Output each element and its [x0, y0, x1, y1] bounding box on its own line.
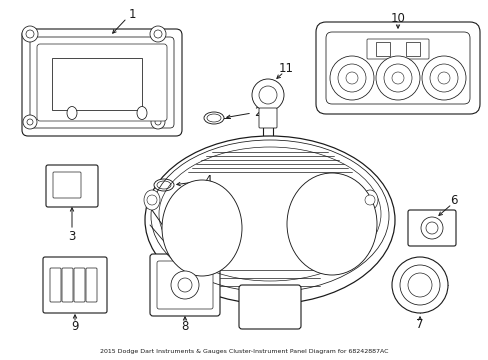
FancyBboxPatch shape [43, 257, 107, 313]
Circle shape [329, 56, 373, 100]
Circle shape [150, 26, 165, 42]
Circle shape [171, 271, 199, 299]
FancyBboxPatch shape [62, 268, 73, 302]
FancyBboxPatch shape [50, 268, 61, 302]
Circle shape [26, 30, 34, 38]
FancyBboxPatch shape [259, 108, 276, 128]
Text: 10: 10 [390, 12, 405, 24]
Text: 5: 5 [367, 195, 375, 208]
Ellipse shape [67, 107, 77, 120]
Text: 2: 2 [254, 107, 261, 120]
Circle shape [399, 265, 439, 305]
Circle shape [154, 30, 162, 38]
Circle shape [383, 64, 411, 92]
FancyBboxPatch shape [46, 165, 98, 207]
Ellipse shape [206, 114, 221, 122]
Circle shape [346, 72, 357, 84]
Ellipse shape [143, 190, 160, 210]
FancyBboxPatch shape [74, 268, 85, 302]
Circle shape [251, 79, 284, 111]
Ellipse shape [137, 107, 147, 120]
Circle shape [22, 26, 38, 42]
Text: 11: 11 [278, 62, 293, 75]
Text: 2015 Dodge Dart Instruments & Gauges Cluster-Instrument Panel Diagram for 682428: 2015 Dodge Dart Instruments & Gauges Clu… [100, 350, 387, 355]
FancyBboxPatch shape [86, 268, 97, 302]
FancyBboxPatch shape [37, 44, 167, 121]
Circle shape [425, 222, 437, 234]
Ellipse shape [203, 112, 224, 124]
Text: 6: 6 [449, 194, 457, 207]
FancyBboxPatch shape [150, 254, 220, 316]
Circle shape [147, 195, 157, 205]
Ellipse shape [173, 271, 186, 289]
Ellipse shape [361, 190, 377, 210]
FancyBboxPatch shape [315, 22, 479, 114]
FancyBboxPatch shape [30, 37, 174, 128]
Circle shape [429, 64, 457, 92]
FancyBboxPatch shape [53, 172, 81, 198]
Circle shape [151, 115, 164, 129]
FancyBboxPatch shape [325, 32, 469, 104]
FancyBboxPatch shape [329, 200, 369, 252]
Circle shape [407, 273, 431, 297]
FancyBboxPatch shape [366, 39, 428, 59]
Text: 9: 9 [71, 320, 79, 333]
Text: 4: 4 [204, 175, 211, 188]
Text: 7: 7 [415, 319, 423, 332]
Circle shape [391, 72, 403, 84]
Text: 8: 8 [181, 320, 188, 333]
FancyBboxPatch shape [157, 261, 213, 309]
Circle shape [155, 119, 161, 125]
Circle shape [27, 119, 33, 125]
FancyBboxPatch shape [22, 29, 182, 136]
Ellipse shape [286, 173, 376, 275]
Circle shape [437, 72, 449, 84]
FancyBboxPatch shape [405, 42, 419, 56]
Text: 3: 3 [68, 230, 76, 243]
Ellipse shape [157, 181, 171, 189]
FancyBboxPatch shape [52, 58, 142, 110]
Circle shape [420, 217, 442, 239]
FancyBboxPatch shape [239, 285, 301, 329]
Circle shape [23, 115, 37, 129]
Ellipse shape [145, 136, 394, 304]
FancyBboxPatch shape [375, 42, 389, 56]
Circle shape [421, 56, 465, 100]
Circle shape [364, 195, 374, 205]
Circle shape [178, 278, 192, 292]
Text: 1: 1 [128, 8, 136, 21]
Circle shape [259, 86, 276, 104]
Ellipse shape [154, 179, 174, 191]
FancyBboxPatch shape [407, 210, 455, 246]
Circle shape [375, 56, 419, 100]
Circle shape [391, 257, 447, 313]
Ellipse shape [162, 180, 242, 276]
Circle shape [337, 64, 365, 92]
